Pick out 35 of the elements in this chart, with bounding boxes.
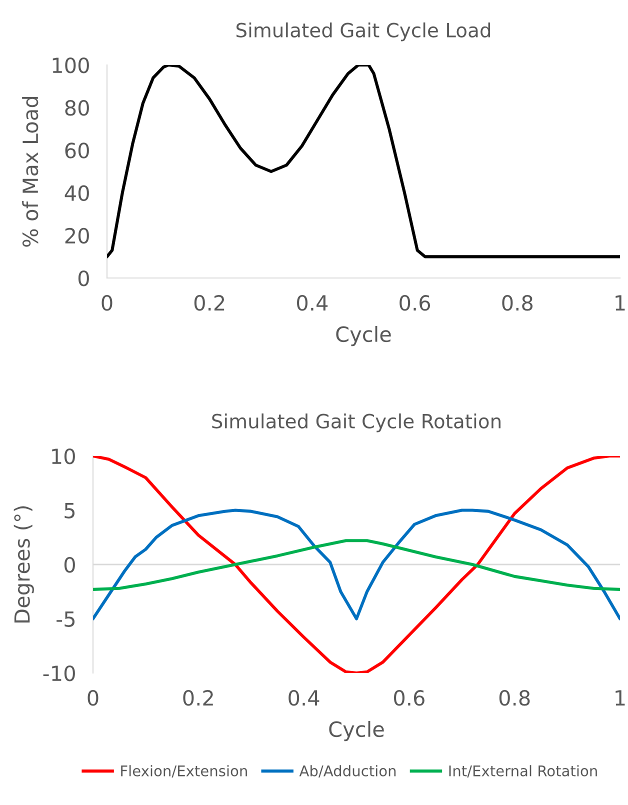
x-tick-label: 0.6 xyxy=(400,295,430,311)
y-tick-label: 100 xyxy=(52,57,89,74)
x-tick-label: 1 xyxy=(616,295,625,310)
y-tick-label: 60 xyxy=(65,142,89,158)
legend-label: Ab/Adduction xyxy=(299,765,396,778)
x-axis-title: Cycle xyxy=(329,720,384,742)
y-tick-label: 10 xyxy=(52,448,75,464)
x-tick-label: 0.2 xyxy=(183,690,213,706)
y-axis-title: % of Max Load xyxy=(22,97,38,247)
x-tick-label: 0.6 xyxy=(394,690,424,706)
x-tick-label: 0 xyxy=(102,295,112,311)
y-tick-label: 20 xyxy=(65,228,89,244)
y-tick-label: 80 xyxy=(65,100,89,116)
line-series xyxy=(93,456,620,673)
y-tick-label: 5 xyxy=(64,502,75,518)
line-series xyxy=(93,539,620,591)
x-tick-label: 0.8 xyxy=(502,295,533,311)
y-tick-label: 40 xyxy=(64,185,89,202)
x-tick-label: 0.4 xyxy=(297,295,328,311)
line-series xyxy=(93,508,620,620)
x-axis-title: Cycle xyxy=(336,326,391,346)
x-tick-label: 1 xyxy=(616,690,625,706)
y-axis-title: Degrees (°) xyxy=(14,506,34,622)
y-tick-label: -10 xyxy=(43,665,75,682)
legend-label: Int/External Rotation xyxy=(449,765,597,778)
x-tick-label: 0.2 xyxy=(194,295,224,311)
y-tick-label: -5 xyxy=(56,611,75,627)
y-tick-label: 0 xyxy=(78,270,89,286)
chart-title: Simulated Gait Cycle Rotation xyxy=(212,413,500,432)
y-tick-label: 0 xyxy=(64,556,75,573)
x-tick-label: 0.4 xyxy=(288,690,320,706)
chart-title: Simulated Gait Cycle Load xyxy=(236,22,490,42)
x-tick-label: 0.8 xyxy=(499,690,530,706)
line-series xyxy=(107,65,620,258)
legend-label: Flexion/Extension xyxy=(121,765,247,778)
